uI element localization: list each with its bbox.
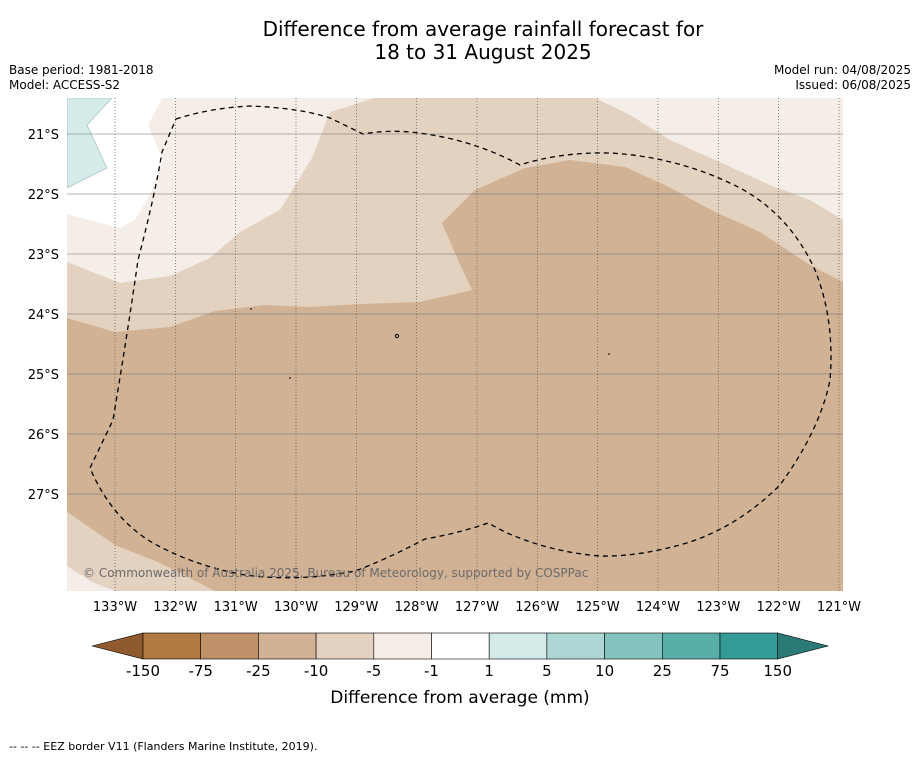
colorbar-segment xyxy=(200,632,259,660)
colorbar-tick-label: -25 xyxy=(246,662,271,680)
colorbar-segment xyxy=(373,632,432,660)
colorbar-tick-label: 25 xyxy=(653,662,672,680)
colorbar-segment xyxy=(488,632,548,660)
forecast-map: © Commonwealth of Australia 2025, Bureau… xyxy=(28,98,861,708)
latitude-tick-label: 27°S xyxy=(28,488,59,503)
colorbar-extension-high xyxy=(777,632,830,660)
region-minus-1-to-minus-5-corner xyxy=(67,566,115,591)
colorbar-tick-label: 1 xyxy=(484,662,494,680)
title-line-2: 18 to 31 August 2025 xyxy=(374,40,592,64)
longitude-tick-label: 129°W xyxy=(334,600,378,615)
longitude-tick-label: 128°W xyxy=(395,600,439,615)
latitude-tick-label: 25°S xyxy=(28,368,59,383)
colorbar-tick-label: -10 xyxy=(304,662,329,680)
map-area: © Commonwealth of Australia 2025, Bureau… xyxy=(67,98,843,591)
latitude-tick-label: 26°S xyxy=(28,428,59,443)
colorbar-segment xyxy=(719,632,779,660)
meta-right: Model run: 04/08/2025 Issued: 06/08/2025 xyxy=(774,63,911,93)
colorbar-tick-label: -5 xyxy=(366,662,381,680)
island-marks xyxy=(250,308,610,379)
colorbar-segment xyxy=(315,632,375,660)
colorbar-tick-label: 5 xyxy=(542,662,552,680)
latitude-tick-label: 22°S xyxy=(28,188,59,203)
colorbar-segment xyxy=(258,632,317,660)
eez-border xyxy=(89,105,832,579)
colorbar-extension-low xyxy=(91,632,144,660)
region-minus-1-to-minus-5-southwest xyxy=(67,512,215,591)
longitude-tick-label: 125°W xyxy=(576,600,620,615)
latitude-tick-label: 24°S xyxy=(28,308,59,323)
longitude-tick-label: 131°W xyxy=(214,600,258,615)
issued-date: Issued: 06/08/2025 xyxy=(795,78,911,92)
colorbar-tick-label: 10 xyxy=(595,662,614,680)
latitude-labels: 21°S 22°S 23°S 24°S 25°S 26°S 27°S xyxy=(28,128,59,503)
latitude-tick-label: 21°S xyxy=(28,128,59,143)
longitude-tick-label: 123°W xyxy=(696,600,740,615)
region-minus-10-to-minus-25 xyxy=(67,160,843,591)
copyright-notice: © Commonwealth of Australia 2025, Bureau… xyxy=(83,566,588,580)
colorbar-label: Difference from average (mm) xyxy=(330,688,589,708)
colorbar-segment xyxy=(661,632,721,660)
region-1-to-5-northwest xyxy=(67,98,113,189)
colorbar-tick-label: -150 xyxy=(126,662,160,680)
latitude-tick-label: 23°S xyxy=(28,248,59,263)
longitude-tick-label: 130°W xyxy=(274,600,318,615)
island-marker xyxy=(394,333,400,339)
title-line-1: Difference from average rainfall forecas… xyxy=(262,17,704,41)
colorbar-tick-label: 150 xyxy=(763,662,792,680)
longitude-tick-label: 121°W xyxy=(817,600,861,615)
longitude-labels: 133°W 132°W 131°W 130°W 129°W 128°W 127°W 126°W… xyxy=(93,600,861,615)
colorbar-tick-label: -75 xyxy=(188,662,213,680)
longitude-tick-label: 126°W xyxy=(515,600,559,615)
model-name: Model: ACCESS-S2 xyxy=(9,78,121,92)
map-title: Difference from average rainfall forecas… xyxy=(0,18,919,64)
base-period: Base period: 1981-2018 xyxy=(9,63,154,77)
colorbar-tick-label: 75 xyxy=(710,662,729,680)
colorbar: -150 -75 -25 -10 -5 -1 1 5 10 25 75 150 xyxy=(91,632,830,680)
longitude-tick-label: 132°W xyxy=(153,600,197,615)
eez-footnote: -- -- -- EEZ border V11 (Flanders Marine… xyxy=(9,740,318,753)
colorbar-tick-label: -1 xyxy=(424,662,439,680)
longitude-tick-label: 127°W xyxy=(455,600,499,615)
model-run: Model run: 04/08/2025 xyxy=(773,63,911,77)
colorbar-segment xyxy=(604,632,663,660)
colorbar-segment xyxy=(431,632,490,660)
colorbar-segment xyxy=(142,632,202,660)
longitude-tick-label: 133°W xyxy=(93,600,137,615)
meta-left: Base period: 1981-2018 Model: ACCESS-S2 xyxy=(9,63,154,93)
graticule xyxy=(67,98,843,591)
longitude-tick-label: 122°W xyxy=(757,600,801,615)
colorbar-segment xyxy=(546,632,605,660)
longitude-tick-label: 124°W xyxy=(636,600,680,615)
